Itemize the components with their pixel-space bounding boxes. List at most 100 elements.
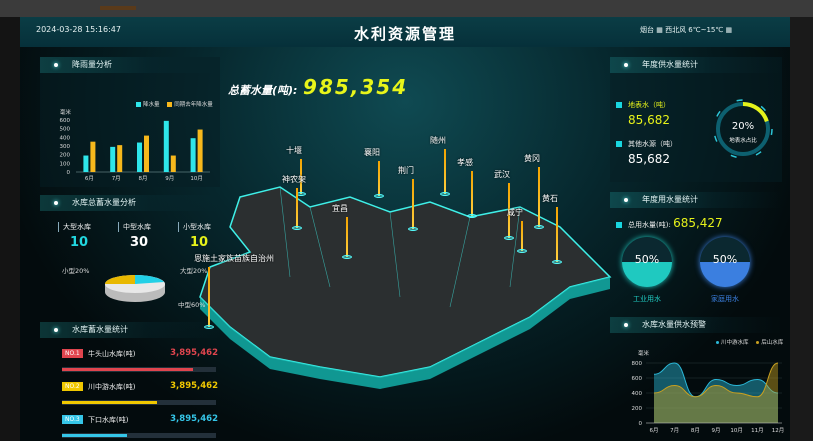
gauge-label: 家庭用水 <box>711 295 739 303</box>
legend-label: 降水量 <box>143 102 160 108</box>
y-tick-label: 800 <box>632 361 643 367</box>
reservoir-type-count: 30 <box>129 235 149 250</box>
map-label[interactable]: 武汉 <box>494 170 510 179</box>
progress-track <box>62 367 216 372</box>
x-tick-label: 9月 <box>165 175 174 182</box>
map-label[interactable]: 恩施土家族苗族自治州 <box>194 254 274 263</box>
legend-swatch <box>756 341 760 344</box>
storage-rank-row[interactable]: NO.1 牛头山水库(吨) 3,895,462 <box>62 347 218 383</box>
x-tick-label: 8月 <box>691 427 700 434</box>
gauge-percent: 50% <box>634 253 660 266</box>
annual-supply-title: 年度供水量统计 <box>610 57 782 73</box>
reservoir-name: 川中游水库(吨) <box>88 383 136 391</box>
map-pin <box>538 167 540 227</box>
ring-outer <box>713 99 773 159</box>
map-label[interactable]: 十堰 <box>286 146 302 155</box>
storage-rank-row[interactable]: NO.3 下口水库(吨) 3,895,462 <box>62 413 218 441</box>
square-icon <box>616 102 622 108</box>
series-line <box>653 362 779 398</box>
map-label[interactable]: 襄阳 <box>364 148 380 157</box>
ratio-ring <box>713 99 773 159</box>
map-label[interactable]: 黄冈 <box>524 154 540 163</box>
total-storage: 总蓄水量(吨): 985,354 <box>228 75 408 99</box>
y-tick-label: 400 <box>60 135 71 141</box>
reservoir-value: 3,895,462 <box>170 381 218 391</box>
rank-badge: NO.3 <box>62 415 83 424</box>
map-label[interactable]: 荆门 <box>398 166 414 175</box>
usage-gauge <box>700 237 750 287</box>
square-icon <box>616 141 622 147</box>
progress-track <box>62 433 216 438</box>
reservoir-type-label: 中型水库 <box>118 222 151 232</box>
surface-label-text: 地表水（吨） <box>628 101 670 109</box>
map-borders <box>279 186 521 308</box>
map-pin-base <box>342 255 352 259</box>
map-pin <box>521 221 523 251</box>
ratio-label: 地表水占比 <box>729 138 757 144</box>
bar <box>110 146 116 172</box>
gauge-label: 工业用水 <box>633 295 661 303</box>
y-tick-label: 0 <box>67 170 71 176</box>
hubei-map[interactable] <box>190 167 630 407</box>
reservoir-value: 3,895,462 <box>170 348 218 358</box>
reservoir-type-label: 大型水库 <box>58 222 91 232</box>
progress-track <box>62 400 216 405</box>
map-edge <box>200 277 610 389</box>
gauge-fill <box>700 262 750 287</box>
bar <box>90 141 96 172</box>
annual-supply-panel: 年度供水量统计 <box>610 57 782 182</box>
y-tick-label: 600 <box>632 376 643 382</box>
x-tick-label: 6月 <box>85 175 94 182</box>
legend-swatch <box>716 341 719 344</box>
reservoir-type-count: 10 <box>69 235 89 250</box>
map-pin-base <box>292 226 302 230</box>
y-tick-label: 400 <box>632 391 643 397</box>
x-tick-label: 12月 <box>772 427 785 434</box>
progress-fill <box>62 434 127 437</box>
map-label[interactable]: 宜昌 <box>332 204 348 213</box>
map-pin-base <box>552 260 562 264</box>
rainfall-legend: 降水量 同期去年降水量 <box>130 100 213 108</box>
weather: 烟台 ▦ 西北风 6℃~15℃ ▦ <box>640 26 733 34</box>
total-storage-label: 总蓄水量(吨): <box>228 84 298 97</box>
map-label[interactable]: 神农架 <box>282 175 306 184</box>
x-tick-label: 7月 <box>112 175 121 182</box>
reservoir-type-label: 小型水库 <box>178 222 211 232</box>
tab-indicator <box>100 6 136 10</box>
series-area <box>654 363 778 423</box>
bar <box>197 129 203 172</box>
map-label[interactable]: 随州 <box>430 136 446 145</box>
gauge-fill <box>622 262 672 287</box>
storage-stats-title: 水库蓄水量统计 <box>40 322 220 338</box>
storage-rank-row[interactable]: NO.2 川中游水库(吨) 3,895,462 <box>62 380 218 416</box>
x-tick-label: 11月 <box>751 427 764 434</box>
datetime: 2024-03-28 15:16:47 <box>36 25 121 34</box>
map-pin <box>300 159 302 194</box>
usage-gauge <box>622 237 672 287</box>
total-storage-value: 985,354 <box>303 75 409 99</box>
x-tick-label: 7月 <box>670 427 679 434</box>
series-area <box>654 363 778 423</box>
reservoir-analysis-title: 水库总蓄水量分析 <box>40 195 220 211</box>
pie-label-medium: 中型60% <box>178 301 206 309</box>
warning-chart: 毫米 0 200 400 600 800 6月 7月 8月 9月 10月 11月 12月 <box>632 349 785 434</box>
map-pin-base <box>534 225 544 229</box>
bar <box>170 155 176 172</box>
y-tick-label: 200 <box>60 153 71 159</box>
legend-label: 同期去年降水量 <box>174 102 213 108</box>
map-pin <box>444 149 446 194</box>
header <box>20 17 790 47</box>
warning-title: 水库水量供水预警 <box>610 317 782 333</box>
map-label[interactable]: 孝感 <box>457 158 473 167</box>
progress-fill <box>62 368 193 371</box>
map-label[interactable]: 黄石 <box>542 194 558 203</box>
legend-label: 后山水库 <box>761 340 784 346</box>
map-label[interactable]: 咸宁 <box>507 208 523 217</box>
dashboard: 水利资源管理 2024-03-28 15:16:47 烟台 ▦ 西北风 6℃~1… <box>20 17 790 441</box>
x-tick-label: 10月 <box>190 175 203 182</box>
page-title: 水利资源管理 <box>353 25 456 43</box>
map-pin-base <box>517 249 527 253</box>
legend-swatch <box>136 102 141 107</box>
pie-label-small: 小型20% <box>62 267 90 275</box>
y-axis-label: 毫米 <box>60 108 72 116</box>
